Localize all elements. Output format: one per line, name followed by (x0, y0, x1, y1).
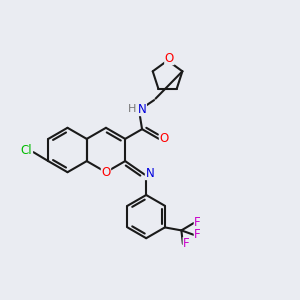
Text: F: F (194, 228, 201, 242)
Text: N: N (138, 103, 146, 116)
Text: N: N (146, 167, 154, 180)
Text: H: H (128, 104, 136, 114)
Text: Cl: Cl (21, 144, 32, 157)
Text: F: F (183, 237, 190, 250)
Text: O: O (101, 166, 111, 179)
Text: O: O (159, 132, 169, 146)
Text: O: O (165, 52, 174, 64)
Text: F: F (194, 216, 201, 230)
